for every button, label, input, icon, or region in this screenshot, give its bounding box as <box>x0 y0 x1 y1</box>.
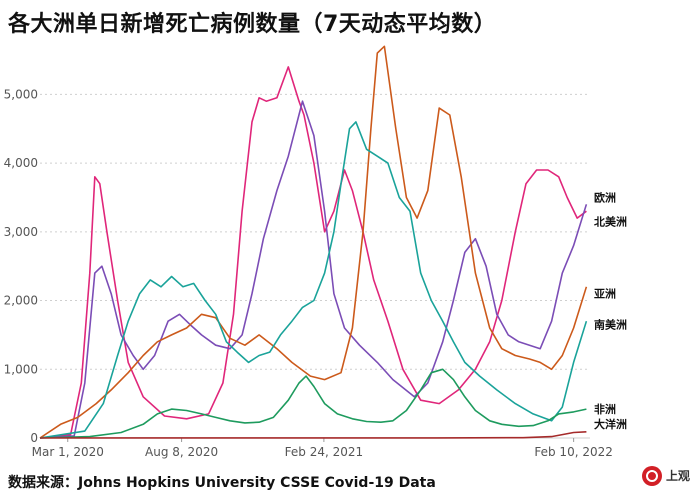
series-line-亚洲 <box>39 45 588 439</box>
logo-seal-icon <box>641 466 662 486</box>
y-tick-label: 5,000 <box>4 87 38 101</box>
series-line-非洲 <box>39 368 587 439</box>
series-label: 南美洲 <box>594 318 627 332</box>
series-line-南美洲 <box>39 121 588 439</box>
x-tick-label: Aug 8, 2020 <box>145 445 218 459</box>
source-note: 数据来源：Johns Hopkins University CSSE Covid… <box>8 475 436 491</box>
x-axis: Mar 1, 2020 Aug 8, 2020 Feb 24, 2021 Feb 10… <box>32 438 613 459</box>
series-label: 大洋洲 <box>594 417 627 431</box>
series-line-北美洲 <box>39 100 588 439</box>
series-line-欧洲 <box>39 66 587 439</box>
series-label: 欧洲 <box>594 190 616 204</box>
y-tick-label: 1,000 <box>4 362 38 376</box>
logo: 上观 <box>641 466 690 486</box>
series-line-大洋洲 <box>39 431 587 439</box>
chart-title: 各大洲单日新增死亡病例数量（7天动态平均数） <box>8 12 497 37</box>
series-label: 北美洲 <box>594 215 627 229</box>
y-tick-label: 4,000 <box>4 156 38 170</box>
x-tick-label: Mar 1, 2020 <box>32 445 104 459</box>
x-tick-label: Feb 24, 2021 <box>285 445 364 459</box>
logo-text: 上观 <box>665 469 690 483</box>
series-label: 非洲 <box>594 402 616 416</box>
y-axis: 0 1,000 2,000 3,000 4,000 5,000 <box>4 87 38 445</box>
series-label: 亚洲 <box>594 288 616 301</box>
series-lines <box>39 45 588 439</box>
y-tick-label: 3,000 <box>4 225 38 239</box>
x-tick-label: Feb 10, 2022 <box>534 445 613 459</box>
y-tick-label: 0 <box>30 431 38 445</box>
y-tick-label: 2,000 <box>4 294 38 308</box>
